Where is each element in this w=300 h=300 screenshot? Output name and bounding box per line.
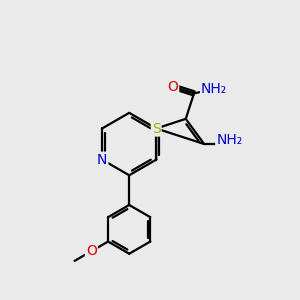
Text: O: O [167,80,178,94]
Text: N: N [97,153,107,167]
Text: NH₂: NH₂ [216,133,242,146]
Text: S: S [152,122,161,136]
Text: NH₂: NH₂ [201,82,227,96]
Text: O: O [86,244,97,258]
